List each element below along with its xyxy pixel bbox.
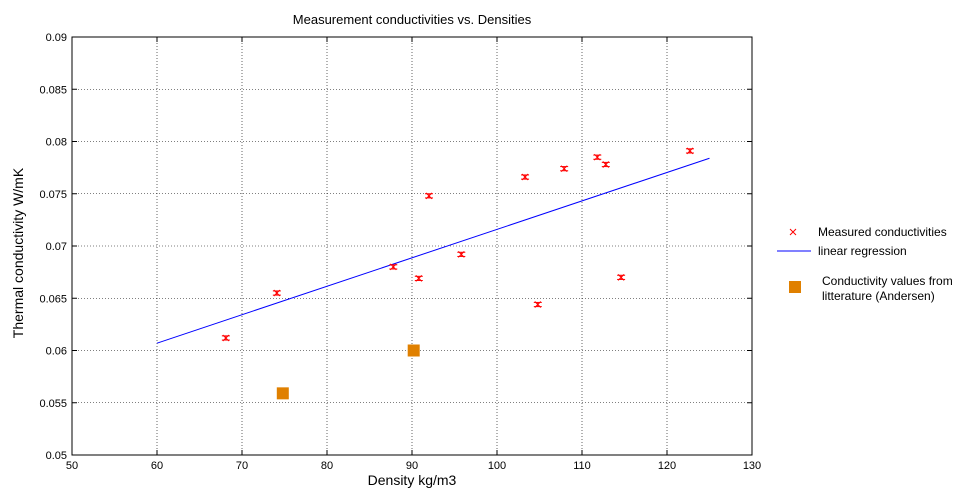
literature-point xyxy=(407,344,420,357)
measured-point xyxy=(221,334,230,342)
x-tick-label: 130 xyxy=(743,460,761,472)
x-marker xyxy=(273,289,281,297)
x-tick-label: 80 xyxy=(321,460,333,472)
y-tick-label: 0.05 xyxy=(46,450,67,462)
x-marker xyxy=(415,275,423,282)
x-marker xyxy=(222,334,230,342)
x-marker xyxy=(457,251,465,258)
measured-point xyxy=(617,273,626,281)
measured-point xyxy=(521,173,530,181)
x-marker xyxy=(425,192,433,200)
y-axis-title: Thermal conductivity W/mK xyxy=(10,167,26,338)
regression-line xyxy=(156,157,710,344)
measured-point xyxy=(457,251,466,258)
y-tick-label: 0.09 xyxy=(46,32,67,44)
grid-lines xyxy=(72,37,752,455)
legend-label-regression: linear regression xyxy=(818,244,907,258)
x-tick-label: 90 xyxy=(406,460,418,472)
measured-point xyxy=(533,301,542,308)
x-tick-label: 120 xyxy=(658,460,676,472)
x-tick-label: 110 xyxy=(573,460,591,472)
x-marker xyxy=(593,153,601,161)
x-marker xyxy=(560,165,568,173)
measured-point xyxy=(425,192,433,200)
x-tick-label: 70 xyxy=(236,460,248,472)
x-marker xyxy=(521,173,529,181)
legend-label-literature-1: Conductivity values from xyxy=(822,274,953,288)
measured-point xyxy=(414,275,423,282)
measured-point xyxy=(601,161,610,168)
literature-point xyxy=(276,387,289,400)
legend-label-measured: Measured conductivities xyxy=(818,225,947,239)
y-tick-label: 0.06 xyxy=(46,346,67,358)
y-tick-label: 0.085 xyxy=(39,84,67,96)
y-tick-label: 0.075 xyxy=(39,189,67,201)
measured-point xyxy=(593,153,602,161)
x-marker xyxy=(602,161,610,168)
x-tick-label: 50 xyxy=(66,460,78,472)
axis-ticks: 50 60 70 80 90 100 110 120 130 0.05 0.055 0.06 0.065… xyxy=(39,32,761,472)
legend: Measured conductivities linear regression… xyxy=(777,225,953,303)
x-marker xyxy=(617,273,625,281)
measured-point xyxy=(272,289,281,297)
y-tick-label: 0.07 xyxy=(46,241,67,253)
y-tick-label: 0.065 xyxy=(39,293,67,305)
x-marker xyxy=(389,263,397,271)
measured-point xyxy=(560,165,569,173)
measured-point xyxy=(685,147,694,155)
chart-title: Measurement conductivities vs. Densities xyxy=(293,12,532,27)
x-tick-label: 60 xyxy=(151,460,163,472)
x-axis-title: Density kg/m3 xyxy=(368,472,457,488)
legend-marker-x xyxy=(789,228,797,236)
data-layer xyxy=(156,147,710,400)
y-tick-label: 0.08 xyxy=(46,137,67,149)
x-marker xyxy=(534,301,542,308)
x-tick-label: 100 xyxy=(488,460,506,472)
legend-label-literature-2: litterature (Andersen) xyxy=(822,289,935,303)
y-tick-label: 0.055 xyxy=(39,398,67,410)
measured-point xyxy=(389,263,398,271)
legend-marker-square xyxy=(789,281,801,293)
x-marker xyxy=(686,147,694,155)
